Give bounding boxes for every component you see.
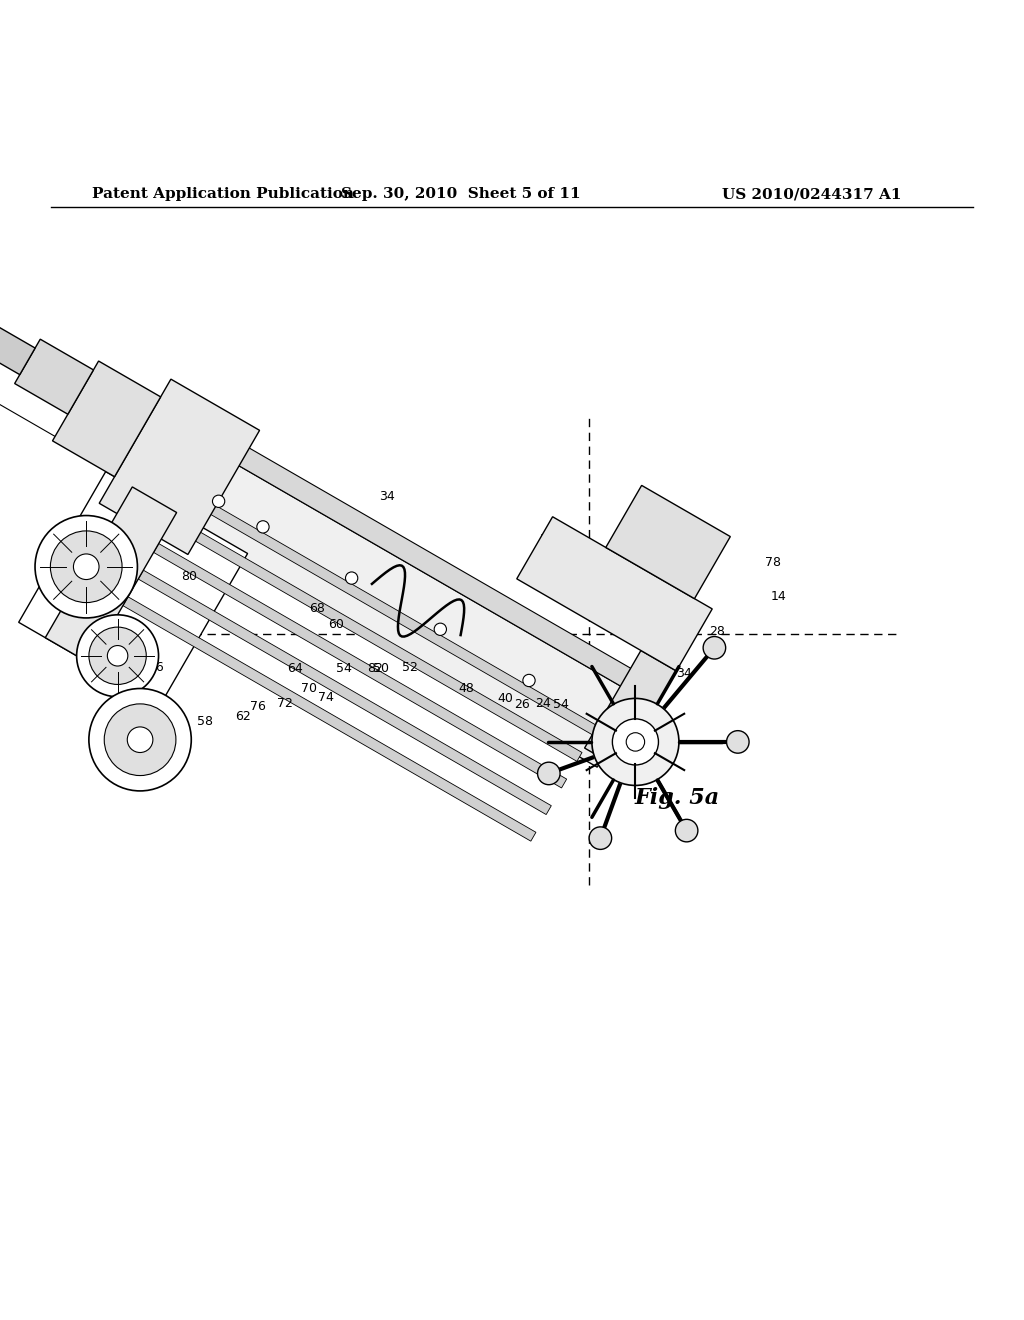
Text: 52: 52 [401, 661, 418, 673]
Text: 14: 14 [770, 590, 786, 603]
Polygon shape [169, 517, 582, 762]
Text: 28: 28 [709, 624, 725, 638]
Ellipse shape [127, 727, 153, 752]
Ellipse shape [703, 636, 726, 659]
Polygon shape [99, 379, 259, 554]
Text: 48: 48 [458, 682, 474, 696]
Text: 54: 54 [336, 661, 352, 675]
Text: 50: 50 [373, 661, 389, 675]
Ellipse shape [727, 731, 750, 754]
Ellipse shape [538, 762, 560, 784]
Polygon shape [18, 471, 248, 705]
Text: 68: 68 [309, 602, 326, 615]
Text: 26: 26 [514, 697, 530, 710]
Polygon shape [52, 362, 161, 477]
Ellipse shape [77, 615, 159, 697]
Ellipse shape [104, 704, 176, 776]
Polygon shape [213, 433, 648, 696]
Ellipse shape [89, 689, 191, 791]
Text: 24: 24 [535, 697, 551, 710]
Text: 56: 56 [540, 533, 556, 545]
Polygon shape [14, 339, 93, 414]
Ellipse shape [612, 719, 658, 766]
Text: US 2010/0244317 A1: US 2010/0244317 A1 [722, 187, 901, 201]
Text: 80: 80 [181, 569, 198, 582]
Ellipse shape [676, 820, 698, 842]
Polygon shape [138, 570, 551, 814]
Text: 58: 58 [197, 715, 213, 727]
Text: Fig. 5a: Fig. 5a [635, 787, 720, 809]
Polygon shape [585, 651, 677, 768]
Ellipse shape [627, 733, 645, 751]
Text: 54: 54 [553, 697, 569, 710]
Text: 66: 66 [147, 661, 164, 673]
Text: 76: 76 [250, 700, 266, 713]
Text: Patent Application Publication: Patent Application Publication [92, 187, 354, 201]
Text: 46: 46 [645, 653, 662, 667]
Polygon shape [517, 516, 713, 671]
Text: 70: 70 [301, 682, 317, 696]
Polygon shape [172, 450, 638, 767]
Text: 78: 78 [765, 556, 781, 569]
Text: 60: 60 [328, 618, 344, 631]
Text: 62: 62 [234, 710, 251, 723]
Ellipse shape [74, 554, 99, 579]
Ellipse shape [589, 826, 611, 849]
Text: Sep. 30, 2010  Sheet 5 of 11: Sep. 30, 2010 Sheet 5 of 11 [341, 187, 581, 201]
Polygon shape [123, 597, 536, 841]
Text: 82: 82 [367, 661, 383, 675]
Text: 34: 34 [676, 667, 692, 680]
Ellipse shape [345, 572, 357, 585]
Text: 72: 72 [276, 697, 293, 710]
Text: 64: 64 [287, 661, 303, 675]
Ellipse shape [89, 627, 146, 685]
Polygon shape [45, 487, 177, 663]
Polygon shape [184, 490, 597, 735]
Ellipse shape [434, 623, 446, 635]
Ellipse shape [257, 520, 269, 533]
Ellipse shape [50, 531, 122, 602]
Ellipse shape [592, 698, 679, 785]
Text: 40: 40 [497, 693, 513, 705]
Ellipse shape [35, 516, 137, 618]
Ellipse shape [212, 495, 224, 507]
Ellipse shape [523, 675, 536, 686]
Text: 74: 74 [317, 692, 334, 705]
Polygon shape [154, 544, 566, 788]
Polygon shape [606, 486, 730, 599]
Ellipse shape [108, 645, 128, 667]
Text: 12: 12 [644, 689, 660, 702]
Polygon shape [0, 317, 35, 375]
Text: 34: 34 [379, 490, 395, 503]
